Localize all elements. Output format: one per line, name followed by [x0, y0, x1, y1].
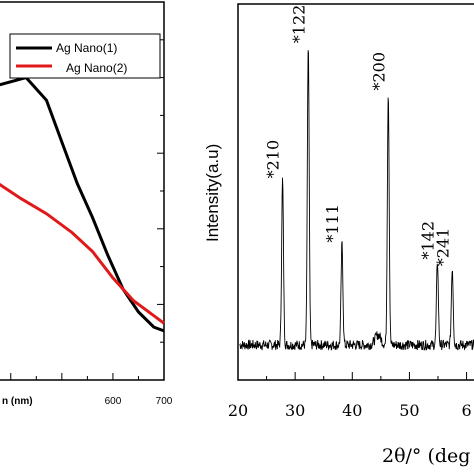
uv-x-tick-label-700: 700 — [156, 396, 173, 407]
xrd-peak-label-241: *241 — [433, 228, 452, 267]
uv-x-axis-label: n (nm) — [2, 396, 33, 407]
uv-vis-series — [0, 75, 165, 333]
xrd-peak-label-200: *200 — [369, 52, 388, 91]
xrd-peak-label-122: *122 — [289, 5, 308, 44]
xrd-x-tick-label-50: 50 — [399, 401, 419, 420]
xrd-peak-label-142: *142 — [418, 221, 437, 260]
xrd-x-tick-label-20: 20 — [228, 401, 248, 420]
legend-label-ag-nano-1: Ag Nano(1) — [56, 41, 117, 55]
xrd-chart: *210 *122 *111 *200 *142*241 20 30 40 50 6 I… — [203, 3, 474, 467]
legend: Ag Nano(1) Ag Nano(2) — [9, 33, 161, 79]
xrd-ticks — [237, 372, 468, 380]
uv-series-line-1 — [0, 75, 165, 333]
xrd-x-tick-label-30: 30 — [285, 401, 305, 420]
legend-label-ag-nano-2: Ag Nano(2) — [66, 61, 127, 75]
legend-box — [9, 33, 161, 79]
xrd-x-tick-label-60: 6 — [461, 401, 471, 420]
xrd-plot-frame — [237, 3, 474, 381]
xrd-peak-label-111: *111 — [323, 204, 342, 243]
uv-x-tick-label-600: 600 — [105, 396, 122, 407]
xrd-x-axis-label: 2θ/° (deg — [382, 445, 470, 467]
xrd-peak-label-210: *210 — [264, 140, 283, 179]
xrd-pattern-line — [239, 50, 474, 351]
xrd-x-tick-label-40: 40 — [342, 401, 362, 420]
uv-series-line-2 — [0, 182, 165, 325]
uv-vis-chart: Ag Nano(1) Ag Nano(2) 600 700 n (nm) — [0, 1, 173, 407]
xrd-y-axis-label: Intensity(a.u) — [203, 144, 222, 242]
uv-vis-ticks — [10, 39, 165, 380]
xrd-peak-labels: *210 *122 *111 *200 *142*241 — [264, 5, 453, 267]
